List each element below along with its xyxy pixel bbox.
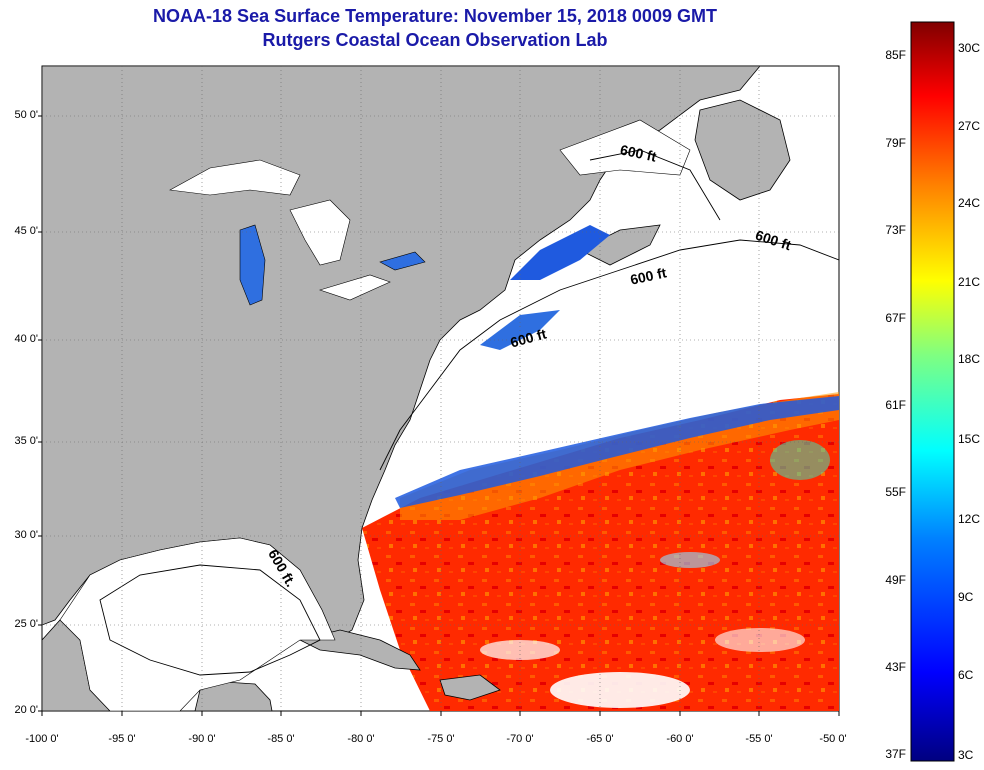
colorbar-f-79: 79F (885, 136, 906, 150)
land-newfoundland (694, 99, 791, 201)
colorbar-f-73: 73F (885, 223, 906, 237)
land-hispaniola (439, 674, 501, 701)
lon-label-65: -65 0' (586, 733, 614, 745)
colorbar-c-27: 27C (958, 119, 981, 133)
isobath-gulf (99, 564, 321, 676)
lat-label-50: 50 0' (14, 109, 38, 121)
sst-cold-band (395, 396, 839, 508)
great-lakes-michigan (239, 224, 266, 306)
colorbar-c-24: 24C (958, 196, 981, 210)
lon-label-55: -55 0' (745, 733, 773, 745)
colorbar-f-61: 61F (885, 398, 906, 412)
colorbar (910, 21, 955, 762)
colorbar-f-67: 67F (885, 311, 906, 325)
colorbar-f-37: 37F (885, 747, 906, 761)
lon-label-95: -95 0' (108, 733, 136, 745)
isobath-labrador (589, 149, 721, 221)
gulf-of-maine-sst (510, 225, 610, 280)
colorbar-f-49: 49F (885, 573, 906, 587)
colorbar-c-18: 18C (958, 352, 981, 366)
sst-warm-region (362, 394, 839, 711)
lon-label-85: -85 0' (267, 733, 295, 745)
lat-label-45: 45 0' (14, 225, 38, 237)
map-subtitle: Rutgers Coastal Ocean Observation Lab (262, 30, 608, 50)
lon-label-80: -80 0' (347, 733, 375, 745)
colorbar-c-12: 12C (958, 512, 981, 526)
lon-label-50: -50 0' (819, 733, 847, 745)
lon-label-60: -60 0' (666, 733, 694, 745)
colorbar-f-85: 85F (885, 48, 906, 62)
lat-label-20: 20 0' (14, 704, 38, 716)
lon-label-75: -75 0' (427, 733, 455, 745)
gulf-of-mexico (59, 537, 336, 711)
great-lakes-erie (319, 274, 391, 301)
colorbar-c-15: 15C (958, 432, 981, 446)
lat-label-35: 35 0' (14, 435, 38, 447)
isobath-atlantic (379, 239, 839, 471)
colorbar-f-55: 55F (885, 485, 906, 499)
great-lakes-superior (169, 159, 301, 196)
colorbar-f-43: 43F (885, 660, 906, 674)
lon-label-70: -70 0' (506, 733, 534, 745)
great-lakes-huron (289, 199, 351, 266)
great-lakes-ontario (379, 251, 426, 271)
colorbar-c-3: 3C (958, 748, 974, 762)
lon-label-90: -90 0' (188, 733, 216, 745)
lat-label-30: 30 0' (14, 529, 38, 541)
lon-label-100: -100 0' (25, 733, 59, 745)
colorbar-c-21: 21C (958, 275, 981, 289)
colorbar-c-30: 30C (958, 41, 981, 55)
lat-label-40: 40 0' (14, 333, 38, 345)
map-title: NOAA-18 Sea Surface Temperature: Novembe… (153, 6, 717, 26)
colorbar-c-6: 6C (958, 668, 974, 682)
colorbar-c-9: 9C (958, 590, 974, 604)
lat-label-25: 25 0' (14, 618, 38, 630)
